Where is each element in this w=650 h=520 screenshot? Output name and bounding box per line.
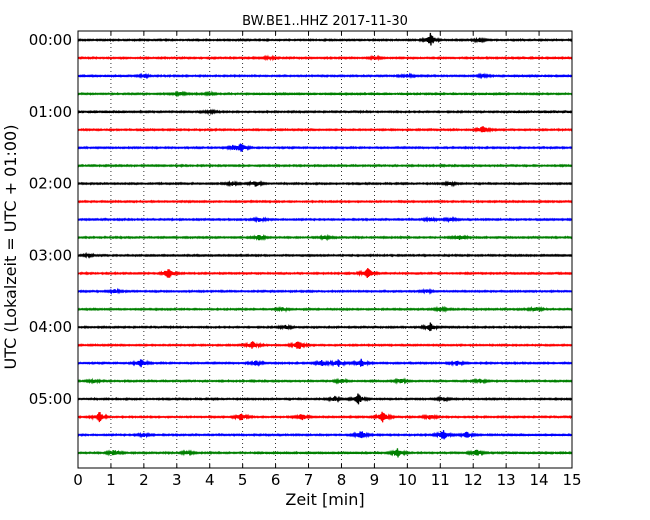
trace-row-0545 — [77, 448, 573, 458]
y-tick-label: 05:00 — [29, 390, 72, 408]
trace-row-0045 — [77, 90, 573, 98]
trace-row-0000 — [77, 32, 573, 46]
trace-row-0300 — [77, 251, 573, 259]
trace-row-0500 — [77, 393, 573, 405]
x-axis-label: Zeit [min] — [285, 490, 364, 509]
y-tick-label: 02:00 — [29, 175, 72, 193]
x-tick-label: 15 — [562, 471, 581, 489]
trace-row-0100 — [77, 108, 573, 116]
trace-row-0130 — [77, 143, 573, 152]
y-tick-label: 03:00 — [29, 246, 72, 264]
plot-frame — [77, 30, 573, 469]
x-axis: 0 1 2 3 4 5 6 7 8 9 10 11 12 13 14 15 — [73, 31, 582, 489]
trace-row-0330 — [77, 287, 573, 295]
trace-row-0415 — [77, 341, 573, 350]
trace-row-0230 — [77, 215, 573, 224]
trace-row-0115 — [77, 126, 573, 133]
y-tick-label: 00:00 — [29, 31, 72, 49]
trace-row-0245 — [77, 233, 573, 242]
x-tick-label: 9 — [370, 471, 380, 489]
trace-row-0515 — [77, 411, 573, 423]
vertical-grid — [110, 31, 540, 468]
trace-row-0315 — [77, 268, 573, 279]
trace-row-0030 — [77, 72, 573, 80]
trace-row-0215 — [77, 199, 573, 204]
x-tick-label: 5 — [238, 471, 248, 489]
trace-row-0015 — [77, 54, 573, 62]
x-tick-label: 12 — [464, 471, 483, 489]
x-tick-label: 14 — [530, 471, 549, 489]
trace-row-0445 — [77, 377, 573, 385]
trace-rows — [77, 32, 573, 458]
x-tick-label: 11 — [431, 471, 450, 489]
trace-row-0200 — [77, 180, 573, 188]
trace-row-0530 — [77, 430, 573, 440]
trace-row-0145 — [77, 163, 573, 168]
trace-row-0345 — [77, 305, 573, 313]
y-tick-label: 04:00 — [29, 318, 72, 336]
trace-row-0430 — [77, 358, 573, 368]
x-tick-label: 10 — [398, 471, 417, 489]
x-tick-label: 0 — [73, 471, 83, 489]
y-axis: 00:00 01:00 02:00 03:00 04:00 05:00 — [29, 31, 572, 408]
x-tick-label: 4 — [205, 471, 215, 489]
x-tick-label: 6 — [271, 471, 281, 489]
x-tick-label: 8 — [337, 471, 347, 489]
trace-row-0400 — [77, 322, 573, 332]
y-axis-label: UTC (Lokalzeit = UTC + 01:00) — [1, 125, 20, 370]
chart-title: BW.BE1..HHZ 2017-11-30 — [242, 14, 408, 29]
y-tick-label: 01:00 — [29, 103, 72, 121]
x-tick-label: 3 — [172, 471, 182, 489]
x-tick-label: 2 — [139, 471, 149, 489]
x-tick-label: 13 — [497, 471, 516, 489]
x-tick-label: 1 — [106, 471, 116, 489]
x-tick-label: 7 — [304, 471, 314, 489]
